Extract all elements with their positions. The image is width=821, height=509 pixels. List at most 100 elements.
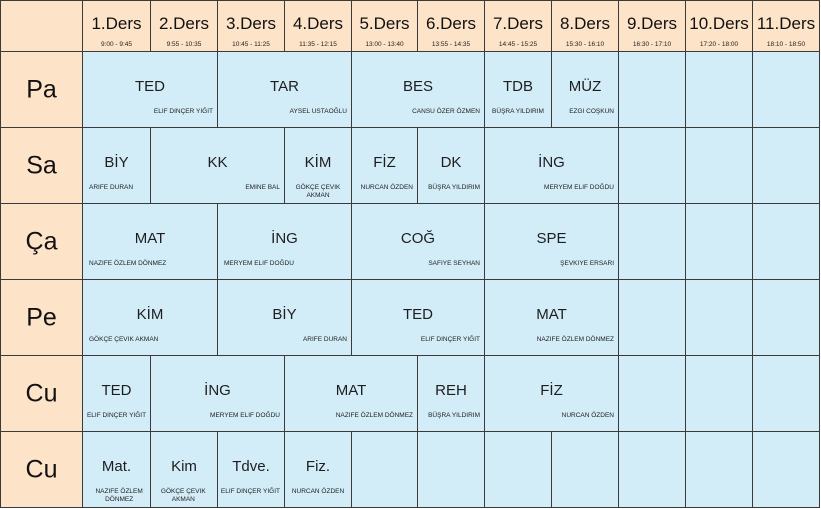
lesson-header: 10.Ders 17:20 - 18:00 — [685, 0, 753, 52]
subject-name: FİZ — [540, 382, 563, 399]
lesson-slot: Mat. Nazife Özlem Dönmez — [82, 431, 151, 508]
lesson-header: 5.Ders 13:00 - 13:40 — [351, 0, 418, 52]
teacher-name: Nurcan Özden — [561, 412, 614, 419]
lesson-slot: DK Büşra Yıldırım — [417, 127, 485, 204]
empty-slot — [618, 51, 686, 128]
lesson-slot: BİY Arife Duran — [217, 279, 352, 356]
empty-slot — [685, 431, 753, 508]
lesson-slot: REH Büşra Yıldırım — [417, 355, 485, 432]
teacher-name: Aysel Ustaoğlu — [289, 108, 347, 115]
subject-name: DK — [440, 154, 462, 171]
teacher-name: Elif Dinçer Yiğit — [86, 412, 147, 419]
lesson-number: 7.Ders — [492, 14, 544, 33]
teacher-name: Gökçe Çevik Akman — [89, 336, 159, 343]
lesson-slot: FİZ Nurcan Özden — [351, 127, 418, 204]
lesson-header: 3.Ders 10:45 - 11:25 — [217, 0, 285, 52]
empty-slot — [752, 51, 820, 128]
teacher-name: Meryem Elif Doğdu — [210, 412, 280, 419]
day-name: Sa — [26, 151, 57, 179]
lesson-header: 7.Ders 14:45 - 15:25 — [484, 0, 552, 52]
lesson-time: 9:55 - 10:35 — [166, 41, 202, 48]
teacher-name: Şevkiye Ersarı — [560, 260, 614, 267]
teacher-name: Nurcan Özden — [291, 488, 345, 495]
teacher-name: Nazife Özlem Dönmez — [89, 260, 167, 267]
lesson-slot: TAR Aysel Ustaoğlu — [217, 51, 352, 128]
subject-name: COĞ — [400, 230, 436, 247]
lesson-slot: MAT Nazife Özlem Dönmez — [82, 203, 218, 280]
subject-name: TED — [101, 382, 132, 399]
subject-name: MAT — [335, 382, 367, 399]
lesson-time: 15:30 - 16:10 — [565, 41, 605, 48]
lesson-slot: SPE Şevkiye Ersarı — [484, 203, 619, 280]
subject-name: İNG — [538, 154, 565, 171]
lesson-number: 11.Ders — [756, 14, 816, 33]
teacher-name: Arife Duran — [89, 184, 134, 191]
lesson-time: 14:45 - 15:25 — [498, 41, 538, 48]
teacher-name: Elif Dinçer Yiğit — [153, 108, 213, 115]
subject-name: TAR — [270, 78, 299, 95]
subject-name: TED — [135, 78, 165, 95]
subject-name: TDB — [503, 78, 533, 95]
lesson-slot: TED Elif Dinçer Yiğit — [351, 279, 485, 356]
day-label: Cu — [0, 355, 83, 432]
lesson-time: 13:00 - 13:40 — [365, 41, 404, 48]
corner-cell — [0, 0, 83, 52]
teacher-name: Arife Duran — [302, 336, 347, 343]
empty-slot — [484, 431, 552, 508]
teacher-name: Elif Dinçer Yiğit — [420, 336, 480, 343]
lesson-slot: BES Cansu Özer Özmen — [351, 51, 485, 128]
teacher-name: Ezgi Coşkun — [569, 108, 614, 115]
lesson-slot: FİZ Nurcan Özden — [484, 355, 619, 432]
lesson-slot: COĞ Safiye Seyhan — [351, 203, 485, 280]
lesson-header: 1.Ders 9:00 - 9:45 — [82, 0, 151, 52]
subject-name: BİY — [272, 306, 297, 323]
lesson-time: 18:10 - 18:50 — [766, 41, 806, 48]
teacher-name: Büşra Yıldırım — [428, 184, 480, 191]
lesson-slot: İNG Meryem Elif Doğdu — [217, 203, 352, 280]
teacher-name: Büşra Yıldırım — [492, 108, 544, 115]
lesson-slot: İNG Meryem Elif Doğdu — [150, 355, 285, 432]
teacher-name: Elif Dinçer Yiğit — [220, 488, 280, 495]
lesson-number: 8.Ders — [559, 14, 611, 33]
empty-slot — [752, 355, 820, 432]
lesson-header: 8.Ders 15:30 - 16:10 — [551, 0, 619, 52]
lesson-header: 2.Ders 9:55 - 10:35 — [150, 0, 218, 52]
day-label: Pe — [0, 279, 83, 356]
empty-slot — [685, 279, 753, 356]
lesson-slot: MAT Nazife Özlem Dönmez — [284, 355, 418, 432]
subject-name: FİZ — [373, 154, 396, 171]
lesson-slot: İNG Meryem Elif Doğdu — [484, 127, 619, 204]
teacher-name: Nurcan Özden — [360, 184, 413, 191]
lesson-header: 9.Ders 16:30 - 17:10 — [618, 0, 686, 52]
empty-slot — [618, 127, 686, 204]
lesson-time: 10:45 - 11:25 — [232, 41, 270, 48]
empty-slot — [618, 203, 686, 280]
lesson-number: 4.Ders — [292, 14, 344, 33]
lesson-number: 6.Ders — [425, 14, 477, 33]
lesson-slot: Fiz. Nurcan Özden — [284, 431, 352, 508]
subject-name: Kim — [171, 458, 197, 475]
teacher-name: Gökçe Çevik Akman — [295, 184, 341, 199]
teacher-name: Nazife Özlem Dönmez — [95, 488, 143, 503]
lesson-time: 11:35 - 12:15 — [299, 41, 337, 48]
teacher-name: Safiye Seyhan — [428, 260, 480, 267]
empty-slot — [618, 431, 686, 508]
empty-slot — [351, 431, 418, 508]
subject-name: BİY — [104, 154, 129, 171]
subject-name: MAT — [134, 230, 166, 247]
lesson-slot: TED Elif Dinçer Yiğit — [82, 51, 218, 128]
lesson-slot: KİM Gökçe Çevik Akman — [82, 279, 218, 356]
lesson-slot: TDB Büşra Yıldırım — [484, 51, 552, 128]
empty-slot — [685, 355, 753, 432]
empty-slot — [685, 203, 753, 280]
teacher-name: Meryem Elif Doğdu — [224, 260, 294, 267]
empty-slot — [752, 431, 820, 508]
day-label: Ça — [0, 203, 83, 280]
lesson-slot: KİM Gökçe Çevik Akman — [284, 127, 352, 204]
lesson-header: 4.Ders 11:35 - 12:15 — [284, 0, 352, 52]
teacher-name: Emine Bal — [245, 184, 280, 191]
teacher-name: Gökçe Çevik Akman — [160, 488, 206, 503]
subject-name: İNG — [271, 230, 298, 247]
empty-slot — [618, 279, 686, 356]
